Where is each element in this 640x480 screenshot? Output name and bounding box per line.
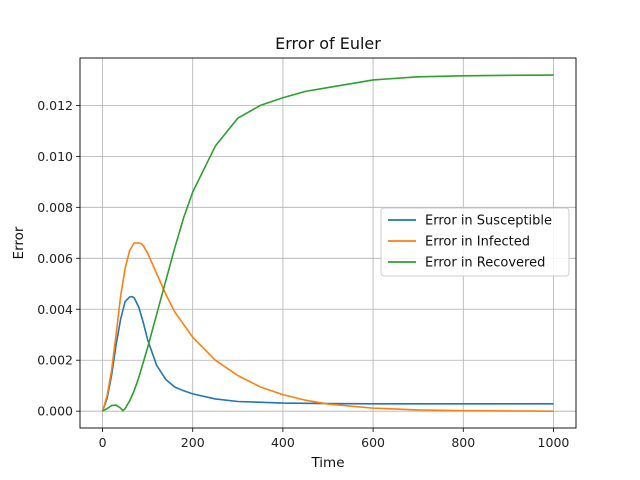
x-tick-label: 0 [99,435,107,450]
chart-title: Error of Euler [275,34,381,53]
x-tick-label: 600 [361,435,385,450]
x-axis-title: Time [310,455,344,471]
y-tick-label: 0.008 [37,200,73,215]
y-tick-label: 0.000 [37,404,73,419]
plot-frame [79,57,577,429]
y-tick-label: 0.002 [37,353,73,368]
legend-label: Error in Infected [425,235,530,250]
legend-label: Error in Susceptible [425,214,552,229]
legend-box [380,207,570,277]
x-tick-label: 400 [271,435,295,450]
x-tick-label: 1000 [538,435,570,450]
axis-ticks: 0 200 400 600 800 1000 0.000 0.002 0.004 0.006 0.0… [37,98,569,450]
y-axis-title: Error [11,226,27,259]
series-lines [101,74,554,412]
x-tick-label: 800 [451,435,475,450]
series-line-2 [101,242,554,412]
legend: Error in Susceptible Error in Infected Err… [380,207,570,277]
series-line-3 [102,74,554,412]
y-tick-label: 0.004 [37,302,73,317]
y-tick-label: 0.010 [37,149,73,164]
series-line-1 [101,295,554,412]
y-tick-label: 0.012 [37,98,73,113]
legend-label: Error in Recovered [425,256,545,271]
x-tick-label: 200 [181,435,205,450]
y-tick-label: 0.006 [37,251,73,266]
